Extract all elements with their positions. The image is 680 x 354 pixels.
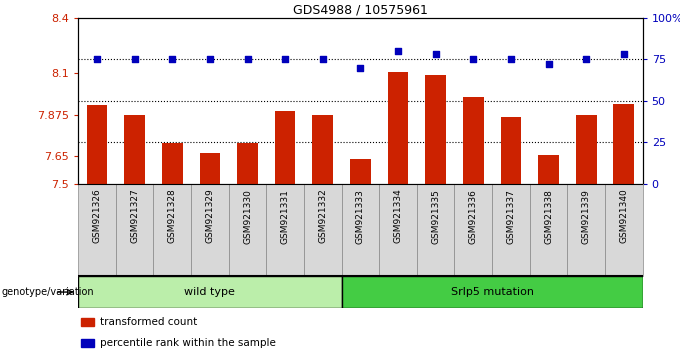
Bar (613, 104, 634, 184)
Point (543, 62, 554, 67)
Bar (350, 159, 371, 184)
Point (129, 57, 140, 62)
Bar (191, 184, 228, 276)
Point (505, 57, 516, 62)
Bar (162, 143, 183, 184)
Text: GSM921327: GSM921327 (130, 189, 139, 244)
Bar (425, 75, 446, 184)
Bar (417, 184, 454, 276)
Bar (341, 276, 643, 308)
Text: wild type: wild type (184, 287, 235, 297)
Text: GSM921336: GSM921336 (469, 189, 478, 244)
Bar (267, 184, 304, 276)
Bar (500, 116, 522, 184)
Bar (199, 153, 220, 184)
Bar (82, 339, 94, 347)
Bar (379, 184, 417, 276)
Bar (116, 184, 154, 276)
Text: GSM921340: GSM921340 (619, 189, 628, 244)
Point (205, 57, 216, 62)
Bar (78, 184, 116, 276)
Bar (304, 184, 341, 276)
Text: GSM921334: GSM921334 (394, 189, 403, 244)
Bar (388, 72, 409, 184)
Bar (538, 154, 559, 184)
Bar (530, 184, 567, 276)
Point (279, 57, 290, 62)
Text: GSM921339: GSM921339 (581, 189, 591, 244)
Bar (312, 115, 333, 184)
Bar (237, 143, 258, 184)
Bar (154, 184, 191, 276)
Text: genotype/variation: genotype/variation (1, 287, 95, 297)
Text: GSM921332: GSM921332 (318, 189, 327, 244)
Point (430, 51, 441, 57)
Bar (463, 97, 483, 184)
Bar (567, 184, 605, 276)
Text: GSM921328: GSM921328 (168, 189, 177, 244)
Text: GSM921335: GSM921335 (431, 189, 440, 244)
Bar (82, 318, 94, 326)
Bar (492, 184, 530, 276)
Text: GSM921338: GSM921338 (544, 189, 553, 244)
Text: GSM921329: GSM921329 (205, 189, 214, 244)
Bar (454, 184, 492, 276)
Point (355, 65, 366, 70)
Point (581, 57, 592, 62)
Point (392, 48, 403, 54)
Text: transformed count: transformed count (100, 317, 197, 327)
Title: GDS4988 / 10575961: GDS4988 / 10575961 (293, 4, 428, 17)
Point (318, 57, 328, 62)
Bar (576, 115, 596, 184)
Bar (341, 184, 379, 276)
Point (468, 57, 479, 62)
Point (92, 57, 103, 62)
Point (618, 51, 629, 57)
Text: percentile rank within the sample: percentile rank within the sample (100, 338, 276, 348)
Bar (78, 276, 341, 308)
Bar (124, 115, 145, 184)
Text: GSM921331: GSM921331 (281, 189, 290, 244)
Text: GSM921326: GSM921326 (92, 189, 101, 244)
Bar (605, 184, 643, 276)
Point (242, 57, 253, 62)
Text: GSM921333: GSM921333 (356, 189, 365, 244)
Bar (275, 111, 296, 184)
Point (167, 57, 177, 62)
Text: GSM921330: GSM921330 (243, 189, 252, 244)
Bar (228, 184, 267, 276)
Bar (86, 104, 107, 184)
Text: Srlp5 mutation: Srlp5 mutation (451, 287, 534, 297)
Text: GSM921337: GSM921337 (507, 189, 515, 244)
